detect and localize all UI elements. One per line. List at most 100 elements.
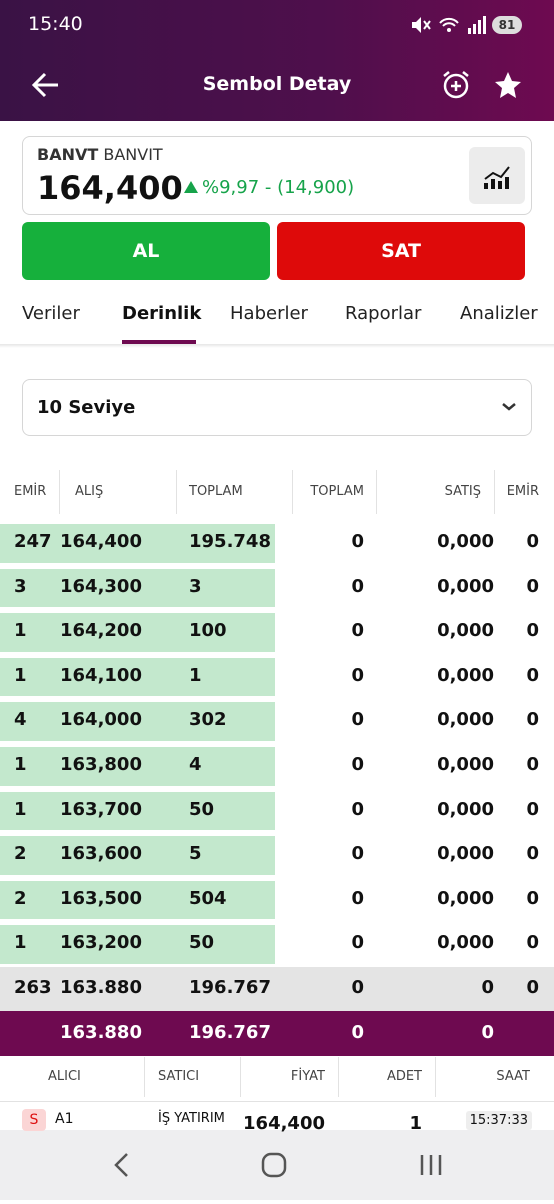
row-separator	[0, 1101, 554, 1102]
column-header: SATIŞ	[444, 484, 481, 499]
depth-cell: 0	[526, 664, 539, 686]
depth-cell: 1	[14, 798, 27, 820]
level-select-text: 10 Seviye	[37, 397, 136, 418]
depth-cell: 1	[14, 754, 27, 775]
depth-cell: 3	[189, 575, 202, 597]
bid-bar	[0, 791, 275, 831]
depth-cell: 0	[351, 620, 364, 642]
total-cell: 196.767	[189, 1022, 271, 1043]
tab[interactable]: Raporlar	[345, 303, 422, 324]
symbol-code: BANVT	[37, 145, 99, 164]
depth-cell: 0	[526, 754, 539, 775]
depth-cell: 0	[526, 843, 539, 865]
depth-cell: 0	[351, 754, 364, 775]
column-separator	[338, 1057, 339, 1097]
bid-bar	[0, 702, 275, 741]
column-header: TOPLAM	[189, 484, 243, 499]
up-arrow	[184, 181, 198, 193]
depth-cell: 0	[351, 798, 364, 820]
depth-cell: 0	[351, 575, 364, 597]
summary-cell: 163.880	[60, 977, 142, 998]
depth-cell: 1	[189, 664, 202, 686]
bid-bar	[0, 657, 275, 697]
battery: 81	[492, 16, 522, 34]
trade-column-header: SAAT	[496, 1069, 530, 1084]
trade-price: 164,400	[243, 1113, 325, 1134]
summary-cell: 196.767	[189, 977, 271, 998]
trade-quantity: 1	[409, 1113, 422, 1134]
trade-column-header: ALICI	[48, 1069, 81, 1084]
depth-cell: 164,000	[60, 709, 142, 731]
level-select[interactable]: 10 Seviye	[22, 379, 532, 436]
depth-cell: 1	[14, 664, 27, 686]
trade-column-header: SATICI	[158, 1069, 200, 1084]
total-cell: 163.880	[60, 1022, 142, 1043]
depth-cell: 1	[14, 932, 27, 954]
depth-cell: 0	[351, 843, 364, 865]
symbol-card: BANVT BANVIT 164,400 %9,97 - (14,900)	[22, 136, 532, 215]
alarm-button[interactable]	[441, 70, 471, 100]
column-separator	[59, 470, 60, 514]
chart-button[interactable]	[469, 147, 525, 204]
depth-cell: 0,000	[437, 843, 494, 865]
bid-bar	[0, 880, 275, 920]
status-icons	[412, 16, 486, 34]
depth-cell: 164,400	[60, 531, 142, 552]
depth-cell: 0	[526, 887, 539, 909]
depth-cell: 50	[189, 932, 215, 954]
depth-cell: 164,200	[60, 620, 142, 642]
depth-cell: 4	[14, 709, 27, 731]
depth-cell: 164,300	[60, 575, 142, 597]
summary-cell: 0	[526, 977, 539, 998]
depth-cell: 2	[14, 887, 27, 909]
depth-cell: 1	[14, 620, 27, 642]
summary-cell: 263	[14, 977, 52, 998]
depth-cell: 0	[526, 620, 539, 642]
trade-column-header: FİYAT	[290, 1069, 325, 1084]
tab[interactable]: Derinlik	[122, 303, 202, 324]
favorite-button[interactable]	[494, 71, 522, 99]
sell-button[interactable]: SAT	[277, 222, 525, 280]
column-header: EMİR	[506, 484, 539, 499]
depth-cell: 0,000	[437, 754, 494, 775]
column-separator	[376, 470, 377, 514]
price: 164,400	[37, 169, 183, 207]
total-row	[0, 1011, 554, 1056]
depth-cell: 0	[526, 798, 539, 820]
depth-cell: 0	[351, 531, 364, 552]
column-header: ALIŞ	[75, 484, 104, 499]
clock: 15:40	[28, 13, 83, 35]
depth-cell: 2	[14, 843, 27, 865]
depth-cell: 302	[189, 709, 227, 731]
depth-cell: 0,000	[437, 709, 494, 731]
column-header: EMİR	[14, 484, 47, 499]
depth-cell: 100	[189, 620, 227, 642]
depth-cell: 0	[526, 531, 539, 552]
depth-cell: 0,000	[437, 531, 494, 552]
depth-cell: 0,000	[437, 798, 494, 820]
bid-bar	[0, 836, 275, 875]
column-separator	[144, 1057, 145, 1097]
tab[interactable]: Veriler	[22, 303, 80, 324]
dropdown-arrow	[502, 403, 516, 411]
depth-cell: 0	[351, 932, 364, 954]
depth-cell: 163,600	[60, 843, 142, 865]
depth-cell: 5	[189, 843, 202, 865]
tab[interactable]: Haberler	[230, 303, 308, 324]
buy-button[interactable]: AL	[22, 222, 270, 280]
depth-cell: 0,000	[437, 932, 494, 954]
bid-bar	[0, 925, 275, 964]
total-cell: 0	[351, 1022, 364, 1043]
back-button[interactable]	[32, 72, 60, 98]
side-badge: S	[22, 1109, 46, 1131]
depth-cell: 163,700	[60, 798, 142, 820]
depth-cell: 163,500	[60, 887, 142, 909]
depth-cell: 0,000	[437, 664, 494, 686]
summary-cell: 0	[481, 977, 494, 998]
bid-bar	[0, 747, 275, 786]
summary-cell: 0	[351, 977, 364, 998]
tab[interactable]: Analizler	[460, 303, 538, 324]
summary-row	[0, 967, 554, 1011]
depth-cell: 0,000	[437, 887, 494, 909]
